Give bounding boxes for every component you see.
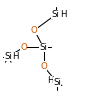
Text: O: O	[40, 62, 47, 71]
Text: O: O	[20, 43, 27, 52]
Text: H: H	[60, 10, 66, 19]
Text: O: O	[31, 26, 38, 35]
Text: H: H	[12, 52, 19, 61]
Text: Si: Si	[52, 10, 60, 19]
Text: H: H	[47, 76, 54, 85]
Text: Si: Si	[40, 43, 47, 52]
Text: Si: Si	[4, 52, 12, 61]
Text: Si: Si	[53, 78, 61, 87]
